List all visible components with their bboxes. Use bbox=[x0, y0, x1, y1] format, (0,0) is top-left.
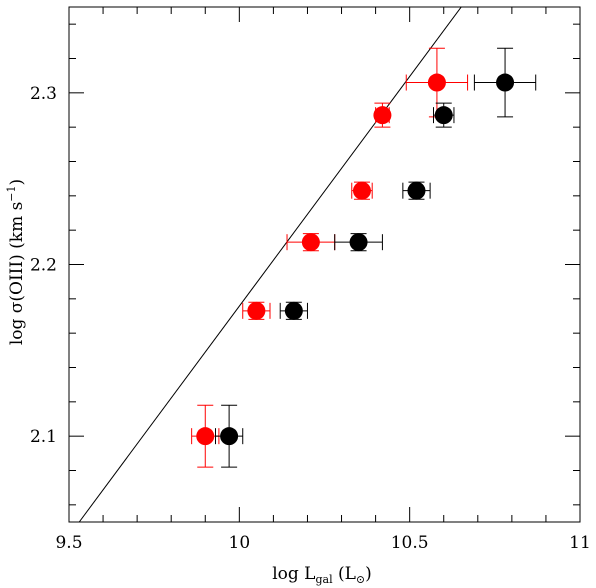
x-axis-label: log Lgal (L⊙) bbox=[272, 564, 372, 586]
point-marker bbox=[496, 73, 515, 92]
point-marker bbox=[373, 106, 392, 125]
data-point bbox=[242, 301, 271, 320]
x-tick-label: 11 bbox=[569, 533, 591, 553]
data-point bbox=[286, 233, 336, 252]
y-axis-label: log σ(OIII) (km s−1) bbox=[5, 179, 27, 345]
point-marker bbox=[427, 73, 446, 92]
data-point bbox=[405, 47, 469, 118]
point-marker bbox=[220, 427, 239, 446]
point-marker bbox=[434, 106, 453, 125]
point-marker bbox=[284, 301, 303, 320]
x-tick-label: 9.5 bbox=[55, 533, 82, 553]
data-point bbox=[373, 102, 392, 128]
data-point bbox=[191, 404, 220, 468]
point-marker bbox=[407, 181, 426, 200]
point-marker bbox=[196, 427, 215, 446]
data-point bbox=[279, 301, 308, 320]
fit-line bbox=[78, 7, 462, 522]
data-points-layer bbox=[191, 47, 537, 468]
data-point bbox=[351, 181, 373, 200]
y-tick-label: 2.2 bbox=[30, 256, 57, 276]
data-point bbox=[334, 233, 383, 252]
point-marker bbox=[301, 233, 320, 252]
point-marker bbox=[247, 301, 266, 320]
tick-labels-layer: 9.5 10 10.5 11 2.1 2.2 2.3 bbox=[30, 84, 591, 553]
axes-layer bbox=[68, 6, 581, 523]
data-point bbox=[433, 102, 455, 128]
data-point bbox=[214, 404, 244, 468]
x-tick-label: 10 bbox=[229, 533, 251, 553]
x-tick-label: 10.5 bbox=[391, 533, 429, 553]
data-point bbox=[402, 181, 431, 200]
fit-line-layer bbox=[78, 7, 462, 522]
point-marker bbox=[352, 181, 371, 200]
y-tick-label: 2.3 bbox=[30, 84, 57, 104]
data-point bbox=[473, 47, 537, 118]
point-marker bbox=[349, 233, 368, 252]
y-tick-label: 2.1 bbox=[30, 427, 57, 447]
